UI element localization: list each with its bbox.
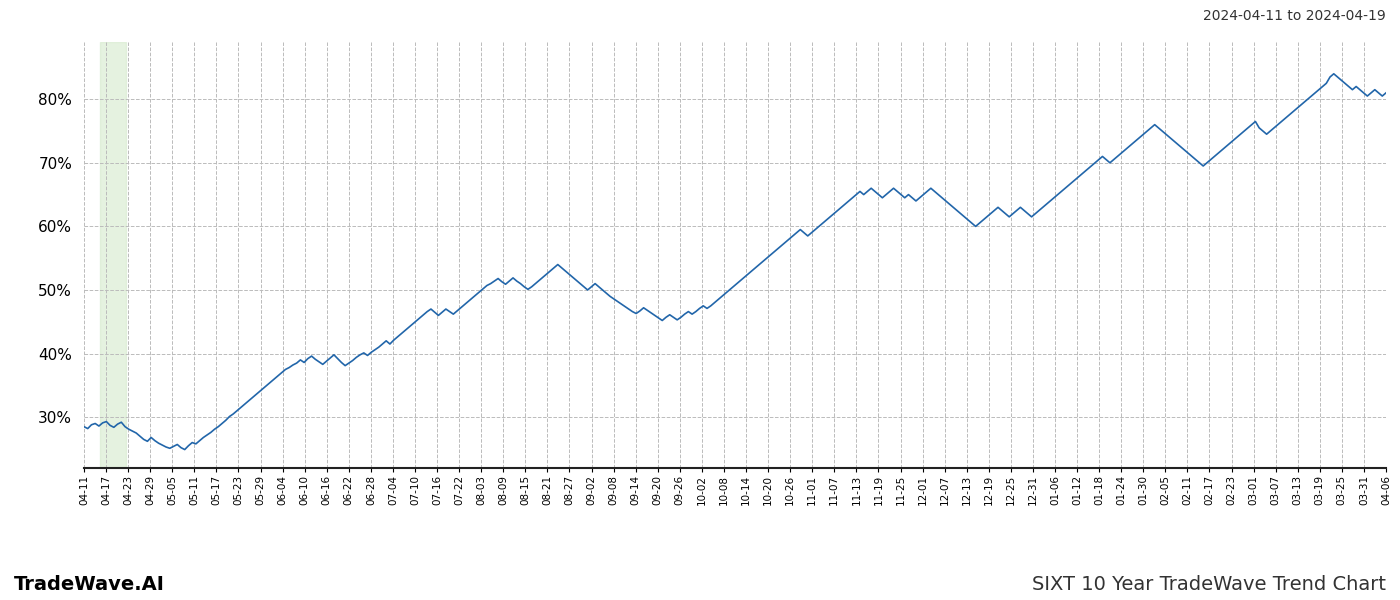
Text: TradeWave.AI: TradeWave.AI [14, 575, 165, 594]
Text: SIXT 10 Year TradeWave Trend Chart: SIXT 10 Year TradeWave Trend Chart [1032, 575, 1386, 594]
Text: 2024-04-11 to 2024-04-19: 2024-04-11 to 2024-04-19 [1203, 9, 1386, 23]
Bar [99, 42, 126, 468]
